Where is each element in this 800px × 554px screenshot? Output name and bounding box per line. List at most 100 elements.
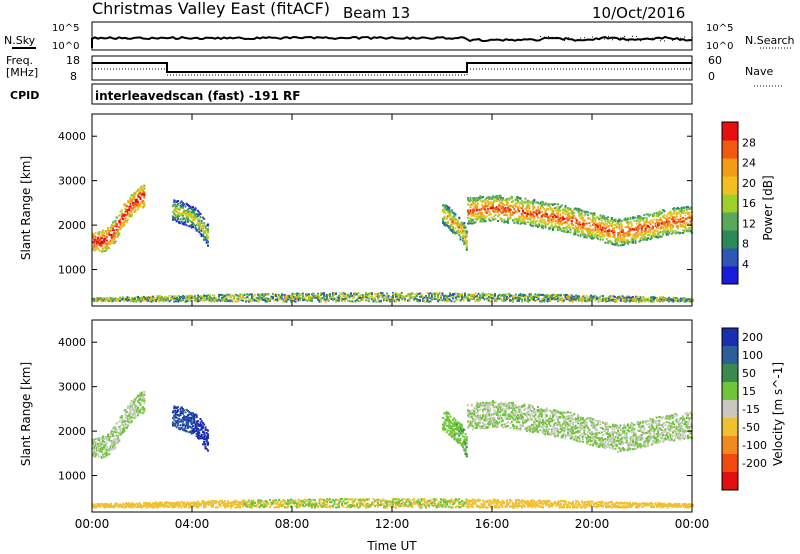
early-arc-cell <box>134 208 137 211</box>
pre-16-arc-cell <box>457 222 459 225</box>
early-arc-cell <box>94 249 97 252</box>
cpid-strip: CPID interleavedscan (fast) -191 RF <box>10 83 693 105</box>
ground-scatter-cell <box>300 293 303 296</box>
late-band-cell <box>515 221 518 224</box>
late-band-cell <box>494 218 497 220</box>
early-arc-cell <box>109 448 112 451</box>
late-band-cell <box>483 216 486 219</box>
late-band-cell <box>657 215 659 218</box>
late-band-cell <box>639 223 642 226</box>
mid-arc-cell <box>183 415 186 418</box>
mid-arc-cell <box>182 424 184 427</box>
late-band-cell <box>618 240 621 243</box>
late-band-cell <box>532 225 534 228</box>
pre-16-arc-cell <box>462 226 464 229</box>
late-band-cell <box>550 224 553 227</box>
early-arc-cell <box>132 403 134 406</box>
ground-scatter-cell <box>656 299 658 302</box>
pre-16-arc-cell <box>452 229 454 232</box>
late-band-cell <box>668 223 671 226</box>
ground-scatter-cell <box>644 300 646 303</box>
late-band-cell <box>504 209 507 212</box>
mid-arc-cell <box>173 208 176 211</box>
early-arc-cell <box>107 447 109 450</box>
early-arc-cell <box>142 202 144 205</box>
ground-scatter-cell <box>215 299 217 301</box>
late-band-cell <box>550 203 553 206</box>
ground-scatter-cell <box>645 299 648 302</box>
early-arc-cell <box>115 431 118 434</box>
late-band-cell <box>557 226 559 229</box>
mid-arc-cell <box>198 219 201 222</box>
early-arc-cell <box>98 231 101 233</box>
late-band-cell <box>654 229 657 232</box>
ground-scatter-cell <box>246 293 249 296</box>
ground-scatter-cell <box>531 297 534 299</box>
ground-scatter-cell <box>299 294 301 297</box>
late-band-cell <box>682 229 684 232</box>
ground-scatter-cell <box>147 299 150 302</box>
late-band-cell <box>518 204 521 207</box>
late-band-cell <box>507 207 509 210</box>
early-arc-cell <box>117 235 119 238</box>
mid-arc-cell <box>194 227 197 230</box>
late-band-cell <box>604 220 607 223</box>
ground-scatter-cell <box>549 300 552 302</box>
ground-scatter-cell <box>590 296 592 299</box>
late-band-cell <box>555 206 558 209</box>
ground-scatter-cell <box>554 295 556 298</box>
ground-scatter-cell <box>344 299 346 302</box>
ground-scatter-cell <box>168 295 171 297</box>
late-band-cell <box>677 206 679 209</box>
ground-scatter-cell <box>473 294 475 297</box>
ground-scatter-cell <box>332 292 334 294</box>
ground-scatter-cell <box>581 299 583 302</box>
ground-scatter-cell <box>546 294 549 297</box>
early-arc-cell <box>132 194 134 197</box>
late-band-cell <box>587 227 589 230</box>
ground-scatter-cell <box>509 295 511 298</box>
mid-arc-cell <box>193 431 196 434</box>
mid-arc-cell <box>172 423 174 426</box>
ground-scatter-cell <box>597 297 600 299</box>
early-arc-cell <box>103 234 106 237</box>
late-band-cell <box>477 215 479 218</box>
pre-16-arc-cell <box>442 220 444 223</box>
pre-16-arc-cell <box>463 222 466 224</box>
pre-16-arc-cell <box>464 242 467 245</box>
ground-scatter-cell <box>474 300 477 303</box>
late-band-cell <box>565 222 568 225</box>
ground-scatter-cell <box>498 293 501 296</box>
nsky-label: N.Sky <box>4 34 36 47</box>
ground-scatter-cell <box>659 296 661 299</box>
early-arc-cell <box>118 232 121 235</box>
ground-scatter-cell <box>260 296 262 299</box>
mid-arc-cell <box>175 215 178 218</box>
mid-arc-cell <box>180 426 183 429</box>
mid-arc-cell <box>173 409 176 412</box>
early-arc-cell <box>112 432 114 435</box>
late-band-cell <box>518 218 521 220</box>
late-band-cell <box>520 215 523 218</box>
ground-scatter-cell <box>333 293 336 296</box>
early-arc-cell <box>123 430 126 433</box>
late-band-cell <box>619 236 622 239</box>
early-arc-cell <box>128 411 131 414</box>
ground-scatter-cell <box>416 294 418 297</box>
date-label: 10/Oct/2016 <box>592 4 685 22</box>
early-arc-cell <box>98 242 101 245</box>
ground-scatter-cell <box>239 293 241 296</box>
ground-scatter-cell <box>410 292 412 295</box>
late-band-cell <box>473 214 476 217</box>
ground-scatter-cell <box>387 296 390 299</box>
late-band-cell <box>585 210 588 213</box>
ground-scatter-cell <box>563 299 565 302</box>
mid-arc-cell <box>182 412 184 415</box>
late-band-cell <box>592 214 594 217</box>
ground-scatter-cell <box>114 299 117 302</box>
late-band-cell <box>539 206 542 209</box>
late-band-cell <box>484 198 487 201</box>
early-arc-cell <box>134 200 137 202</box>
late-band-cell <box>548 218 551 220</box>
ground-scatter-cell <box>489 295 492 298</box>
